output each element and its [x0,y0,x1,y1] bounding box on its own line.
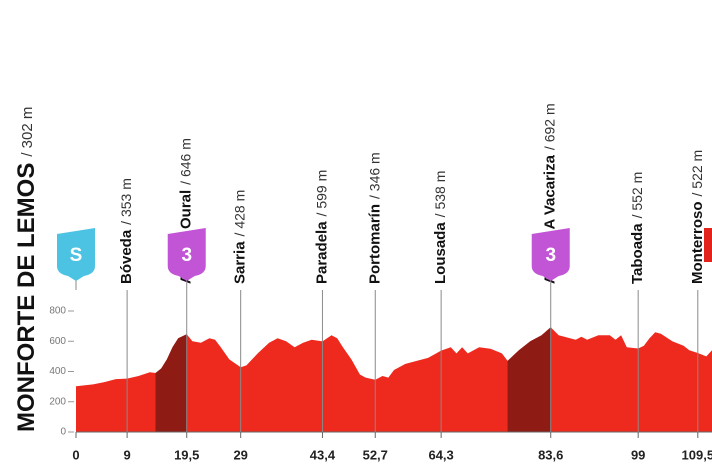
marker-label: 3 [545,245,556,266]
title: MONFORTE DE LEMOS [13,163,40,432]
waypoint-name: Portomarín [366,204,383,284]
x-tick-label: 99 [631,447,645,462]
waypoint-detail: / 428 m [231,190,247,237]
y-tick-label: 0 [60,427,66,438]
y-tick-label: 600 [49,336,66,347]
x-tick-label: 52,7 [363,447,388,462]
waypoint-label: Monterroso / 522 m [689,150,706,284]
waypoint-label: Taboada / 552 m [629,172,646,284]
waypoint-name: Monterroso [689,202,706,285]
y-tick-label: 400 [49,366,66,377]
y-tick-label: 200 [49,396,66,407]
waypoint-name: Paradela [313,221,330,284]
waypoint-label: Lousada / 538 m [432,171,449,284]
waypoint-name: Lousada [432,222,449,284]
x-tick-label: 0 [72,447,79,462]
x-tick-label: 43,4 [310,447,336,462]
climb-area [155,334,187,432]
waypoint-detail: / 522 m [689,150,705,197]
y-tick-label: 800 [49,306,66,317]
marker-label: S [70,245,83,266]
waypoint-detail: / 692 m [541,103,557,150]
waypoint-label: Bóveda / 353 m [118,178,135,284]
waypoint-detail: / 346 m [366,152,382,199]
x-tick-label: 9 [123,447,130,462]
x-tick-label: 19,5 [174,447,199,462]
marker-badge [167,228,206,281]
waypoint-name: Sarria [232,241,249,284]
waypoint-detail: / 538 m [432,171,448,218]
x-tick-label: 109,5 [682,447,712,462]
waypoint-detail: / 353 m [118,178,134,225]
waypoint-label: Paradela / 599 m [313,170,330,284]
waypoint-detail: / 552 m [629,172,645,219]
x-tick-label: 29 [233,447,247,462]
waypoint-detail: / 646 m [177,138,193,185]
cut-off-marker [704,228,712,262]
waypoint-detail: / 599 m [313,170,329,217]
climb-area [507,327,551,432]
waypoint-label: Portomarín / 346 m [366,152,383,284]
subtitle: / 302 m [19,107,36,157]
waypoint-label: Sarria / 428 m [231,190,248,284]
waypoint-name: Taboada [629,223,646,284]
marker-badge [57,228,95,281]
marker-label: 3 [181,245,192,266]
x-tick-label: 83,6 [538,447,563,462]
marker-badge [531,228,570,281]
profile-area [76,327,712,432]
chart-title: MONFORTE DE LEMOS / 302 m [13,107,40,432]
waypoint-name: Bóveda [118,229,135,284]
x-tick-label: 64,3 [428,447,453,462]
